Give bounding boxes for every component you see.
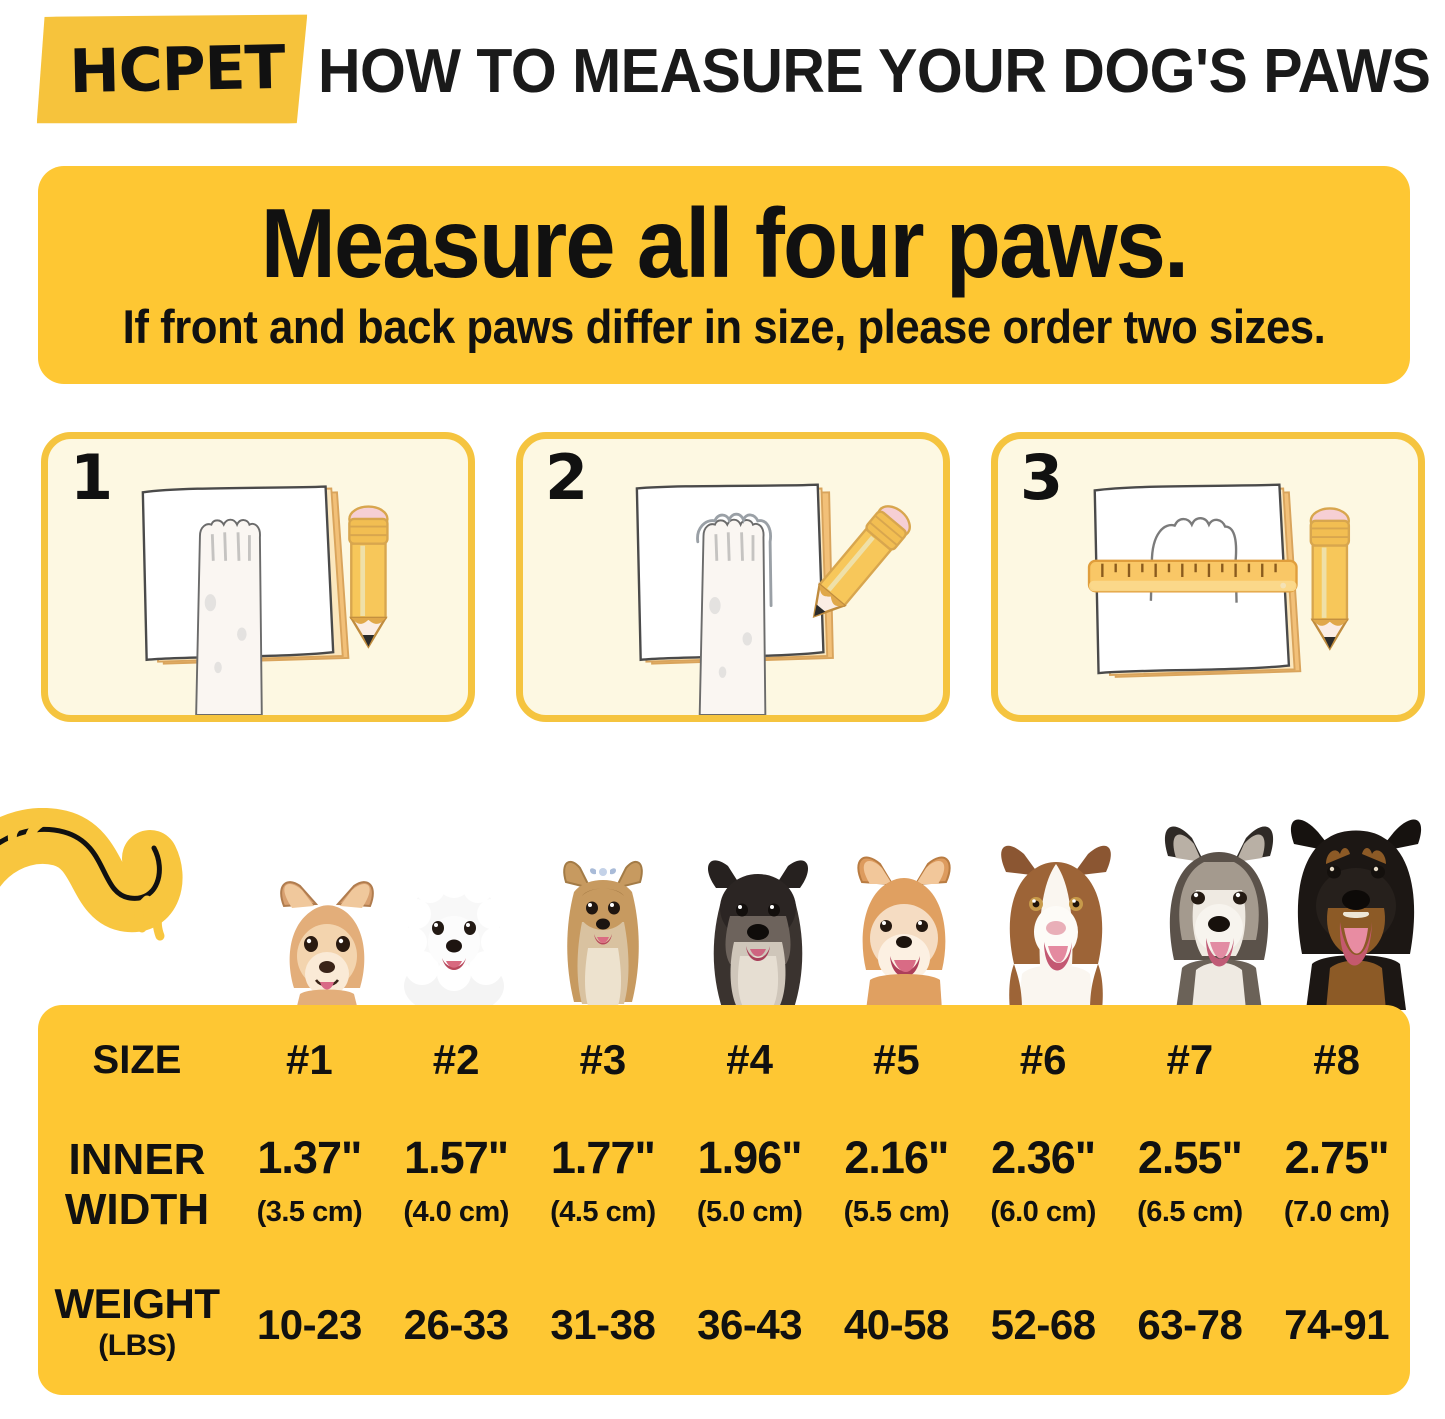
- step-number-3: 3: [1020, 441, 1064, 514]
- table-row-inner-width: INNER WIDTH 1.37" (3.5 cm) 1.57" (4.0 cm…: [38, 1115, 1410, 1255]
- brand-logo-text: HCPET: [68, 32, 286, 108]
- weight-cell-6: 52-68: [990, 1301, 1096, 1348]
- dog-schnauzer: [707, 860, 809, 1009]
- row-label-inner: INNER: [68, 1135, 206, 1184]
- inner-width-cm-8: (7.0 cm): [1283, 1196, 1390, 1228]
- weight-cell-1: 10-23: [256, 1301, 362, 1348]
- inner-width-cell-7: 2.55" (6.5 cm): [1117, 1115, 1264, 1255]
- row-label-inner-width: INNER WIDTH: [38, 1115, 236, 1255]
- inner-width-cell-3: 1.77" (4.5 cm): [530, 1115, 677, 1255]
- weight-cell-7: 63-78: [1137, 1301, 1243, 1348]
- dog-alaskan-malamute: [1164, 826, 1274, 1010]
- dog-yorkshire-terrier: [563, 860, 643, 1006]
- step-1-illustration: [141, 485, 389, 715]
- size-cell-4: #4: [726, 1036, 773, 1083]
- dog-breeds-row: [0, 760, 1445, 1010]
- inner-width-in-8: 2.75": [1284, 1132, 1390, 1183]
- step-2-illustration: [635, 483, 911, 715]
- dog-bichon-frise: [397, 866, 511, 1010]
- size-cell-3: #3: [579, 1036, 627, 1083]
- banner-subtext: If front and back paws differ in size, p…: [122, 300, 1326, 353]
- step-number-2: 2: [545, 441, 589, 514]
- inner-width-cell-5: 2.16" (5.5 cm): [823, 1115, 970, 1255]
- size-cell-7: #7: [1166, 1036, 1214, 1083]
- dog-rottweiler: [1290, 819, 1422, 1010]
- inner-width-cm-1: (3.5 cm): [256, 1196, 363, 1228]
- ruler-icon: [1087, 559, 1298, 593]
- inner-width-cm-5: (5.5 cm): [843, 1196, 950, 1228]
- size-cell-1: #1: [286, 1036, 333, 1083]
- row-label-weight-unit: (LBS): [98, 1329, 176, 1362]
- inner-width-in-4: 1.96": [697, 1132, 803, 1183]
- inner-width-cell-1: 1.37" (3.5 cm): [236, 1115, 383, 1255]
- inner-width-cm-3: (4.5 cm): [550, 1196, 656, 1228]
- size-cell-2: #2: [432, 1036, 480, 1083]
- inner-width-in-7: 2.55": [1137, 1132, 1243, 1183]
- inner-width-in-6: 2.36": [991, 1132, 1096, 1183]
- size-cell-5: #5: [873, 1036, 920, 1083]
- table-row-size: SIZE #1 #2 #3 #4 #5 #6 #7 #8: [38, 1005, 1410, 1115]
- row-label-weight-text: WEIGHT: [54, 1280, 220, 1327]
- size-chart-table-panel: SIZE #1 #2 #3 #4 #5 #6 #7 #8 INNER WIDTH…: [38, 1005, 1410, 1395]
- instruction-banner: Measure all four paws. If front and back…: [38, 166, 1410, 384]
- dog-chihuahua: [280, 881, 374, 1010]
- inner-width-cell-2: 1.57" (4.0 cm): [383, 1115, 530, 1255]
- step-panel-3: 3: [991, 432, 1425, 722]
- step-3-illustration: [1087, 483, 1351, 678]
- hair-bow-icon: [590, 868, 616, 876]
- page-title: HOW TO MEASURE YOUR DOG'S PAWS: [318, 36, 1431, 106]
- step-number-1: 1: [70, 441, 114, 514]
- inner-width-cm-7: (6.5 cm): [1137, 1196, 1243, 1228]
- inner-width-cell-4: 1.96" (5.0 cm): [676, 1115, 823, 1255]
- dog-shiba-inu: [857, 856, 951, 1010]
- pencil-icon: [1309, 507, 1351, 651]
- weight-cell-8: 74-91: [1284, 1301, 1390, 1348]
- weight-cell-3: 31-38: [550, 1301, 656, 1348]
- inner-width-in-1: 1.37": [257, 1132, 362, 1183]
- page-header: HCPET HOW TO MEASURE YOUR DOG'S PAWS: [0, 0, 1445, 150]
- row-label-weight: WEIGHT (LBS): [38, 1255, 236, 1395]
- pencil-icon: [812, 505, 911, 618]
- inner-width-in-3: 1.77": [550, 1132, 656, 1183]
- inner-width-in-5: 2.16": [844, 1132, 949, 1183]
- inner-width-in-2: 1.57": [404, 1132, 509, 1183]
- size-cell-6: #6: [1019, 1036, 1067, 1083]
- step-panel-1: 1: [41, 432, 475, 722]
- inner-width-cm-2: (4.0 cm): [403, 1196, 509, 1228]
- size-chart-table: SIZE #1 #2 #3 #4 #5 #6 #7 #8 INNER WIDTH…: [38, 1005, 1410, 1395]
- bone-swoosh-decoration: [0, 808, 183, 941]
- inner-width-cm-6: (6.0 cm): [990, 1196, 1096, 1228]
- weight-cell-2: 26-33: [403, 1301, 509, 1348]
- weight-cell-4: 36-43: [697, 1301, 803, 1348]
- banner-headline: Measure all four paws.: [260, 188, 1189, 298]
- row-label-width: WIDTH: [64, 1185, 210, 1234]
- inner-width-cell-6: 2.36" (6.0 cm): [970, 1115, 1117, 1255]
- steps-section: 1: [0, 432, 1445, 732]
- table-row-weight: WEIGHT (LBS) 10-23 26-33 31-38 36-43 40-…: [38, 1255, 1410, 1395]
- inner-width-cell-8: 2.75" (7.0 cm): [1263, 1115, 1410, 1255]
- size-cell-8: #8: [1313, 1036, 1360, 1083]
- weight-cell-5: 40-58: [843, 1301, 949, 1348]
- pencil-icon: [348, 505, 389, 649]
- step-panel-2: 2: [516, 432, 950, 722]
- inner-width-cm-4: (5.0 cm): [696, 1196, 803, 1228]
- row-label-size: SIZE: [92, 1038, 182, 1082]
- dog-australian-shepherd: [1001, 845, 1111, 1010]
